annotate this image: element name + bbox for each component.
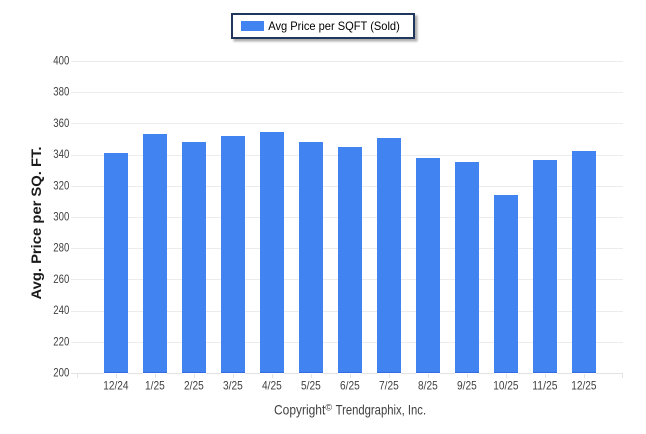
- svg-text:260: 260: [53, 272, 69, 286]
- svg-text:220: 220: [53, 334, 69, 348]
- svg-text:Avg. Price per SQ. FT.: Avg. Price per SQ. FT.: [28, 147, 44, 300]
- svg-text:380: 380: [53, 85, 69, 99]
- svg-text:300: 300: [53, 210, 69, 224]
- svg-text:240: 240: [53, 303, 69, 317]
- svg-text:12/25: 12/25: [571, 379, 597, 393]
- svg-text:1/25: 1/25: [145, 379, 165, 393]
- svg-text:12/24: 12/24: [103, 379, 129, 393]
- svg-text:400: 400: [53, 54, 69, 68]
- svg-text:340: 340: [53, 147, 69, 161]
- svg-text:Trendgraphix, Inc.: Trendgraphix, Inc.: [336, 401, 427, 417]
- svg-text:8/25: 8/25: [418, 379, 438, 393]
- svg-text:Copyright: Copyright: [274, 401, 325, 417]
- svg-text:Avg Price per SQFT (Sold): Avg Price per SQFT (Sold): [268, 19, 400, 33]
- svg-text:4/25: 4/25: [262, 379, 282, 393]
- svg-text:280: 280: [53, 241, 69, 255]
- svg-text:9/25: 9/25: [457, 379, 477, 393]
- svg-text:11/25: 11/25: [532, 379, 558, 393]
- svg-text:©: ©: [325, 403, 332, 413]
- svg-text:7/25: 7/25: [379, 379, 399, 393]
- svg-text:2/25: 2/25: [184, 379, 204, 393]
- svg-text:10/25: 10/25: [493, 379, 519, 393]
- svg-text:5/25: 5/25: [301, 379, 321, 393]
- svg-text:3/25: 3/25: [223, 379, 243, 393]
- svg-text:360: 360: [53, 116, 69, 130]
- svg-text:200: 200: [53, 366, 69, 380]
- svg-text:320: 320: [53, 178, 69, 192]
- svg-text:6/25: 6/25: [340, 379, 360, 393]
